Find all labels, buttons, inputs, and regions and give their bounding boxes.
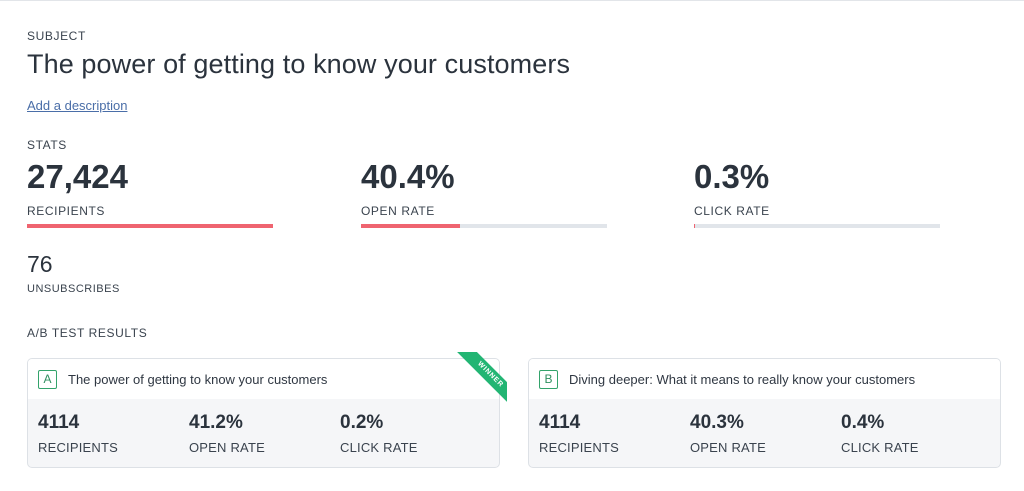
stat-recipients: 27,424 RECIPIENTS: [27, 158, 273, 218]
metric-label: CLICK RATE: [841, 440, 919, 455]
metric-value: 4114: [38, 412, 80, 433]
stat-recipients-label: RECIPIENTS: [27, 204, 106, 218]
stat-click-rate: 0.3% CLICK RATE: [694, 158, 940, 218]
metric-label: OPEN RATE: [690, 440, 766, 455]
recipients-progress-fill: [27, 224, 273, 228]
metric-value: 40.3%: [690, 412, 744, 433]
metric-label: RECIPIENTS: [539, 440, 620, 455]
variant-b-recipients: 4114 RECIPIENTS: [539, 412, 690, 455]
variant-b-card: B Diving deeper: What it means to really…: [528, 358, 1001, 468]
winner-ribbon: WINNER: [447, 352, 507, 412]
metric-label: CLICK RATE: [340, 440, 418, 455]
stat-click-rate-value: 0.3%: [694, 158, 770, 195]
variant-b-badge: B: [539, 369, 558, 389]
stat-recipients-value: 27,424: [27, 158, 128, 195]
open-rate-progress-fill: [361, 224, 461, 228]
metric-value: 0.4%: [841, 412, 885, 433]
variant-a-recipients: 4114 RECIPIENTS: [38, 412, 189, 455]
variant-b-metrics: 4114 RECIPIENTS 40.3% OPEN RATE 0.4% CLI…: [529, 399, 1000, 455]
variant-a-badge: A: [38, 369, 57, 389]
variant-b-subject: Diving deeper: What it means to really k…: [569, 371, 916, 387]
variant-b-header: B Diving deeper: What it means to really…: [529, 359, 1000, 399]
variant-b-click-rate: 0.4% CLICK RATE: [841, 412, 992, 455]
metric-value: 4114: [539, 412, 581, 433]
metric-label: RECIPIENTS: [38, 440, 119, 455]
unsubscribes-value: 76: [27, 251, 53, 277]
variant-a-header: A The power of getting to know your cust…: [28, 359, 499, 399]
unsubscribes-label: UNSUBSCRIBES: [27, 283, 120, 295]
stat-click-rate-label: CLICK RATE: [694, 204, 770, 218]
subject-label: SUBJECT: [27, 29, 86, 43]
stat-open-rate-label: OPEN RATE: [361, 204, 435, 218]
metric-value: 41.2%: [189, 412, 243, 433]
variant-a-open-rate: 41.2% OPEN RATE: [189, 412, 340, 455]
metric-label: OPEN RATE: [189, 440, 265, 455]
variant-a-subject: The power of getting to know your custom…: [68, 371, 328, 387]
click-rate-progress-bar: [694, 224, 940, 228]
add-description-link[interactable]: Add a description: [27, 98, 128, 113]
winner-ribbon-label: WINNER: [453, 352, 507, 412]
ab-test-label: A/B TEST RESULTS: [27, 326, 148, 340]
stat-open-rate: 40.4% OPEN RATE: [361, 158, 607, 218]
variant-a-card: A The power of getting to know your cust…: [27, 358, 500, 468]
top-divider: [0, 0, 1024, 1]
open-rate-progress-bar: [361, 224, 607, 228]
recipients-progress-bar: [27, 224, 273, 228]
stat-open-rate-value: 40.4%: [361, 158, 455, 195]
variant-a-click-rate: 0.2% CLICK RATE: [340, 412, 491, 455]
variant-a-metrics: 4114 RECIPIENTS 41.2% OPEN RATE 0.2% CLI…: [28, 399, 499, 455]
click-rate-progress-fill: [694, 224, 695, 228]
metric-value: 0.2%: [340, 412, 384, 433]
variant-b-open-rate: 40.3% OPEN RATE: [690, 412, 841, 455]
subject-title: The power of getting to know your custom…: [27, 49, 571, 79]
stats-label: STATS: [27, 138, 67, 152]
